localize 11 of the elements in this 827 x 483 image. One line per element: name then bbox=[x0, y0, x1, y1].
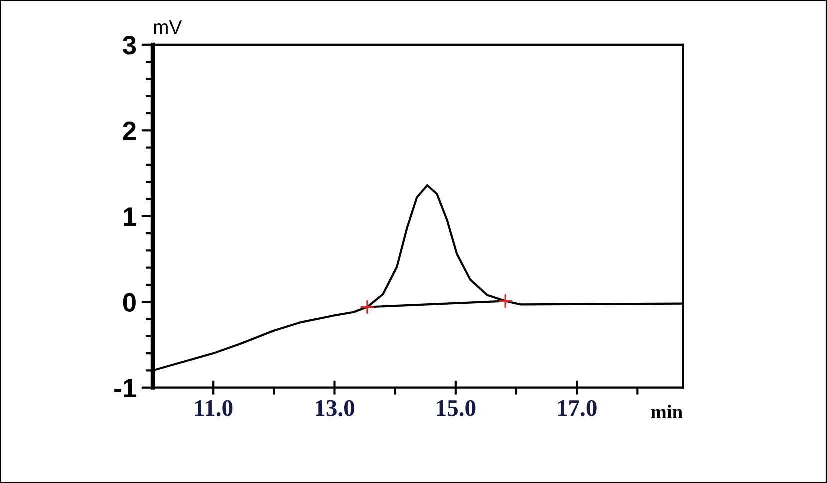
x-tick-label: 13.0 bbox=[316, 400, 355, 416]
y-tick-label: 1 bbox=[124, 208, 136, 226]
x-tick-label: 11.0 bbox=[195, 400, 233, 416]
y-tick-label: 0 bbox=[123, 293, 136, 312]
y-tick-label: 3 bbox=[122, 36, 136, 55]
x-tick-label: 17.0 bbox=[558, 400, 597, 416]
y-tick-label: -1 bbox=[114, 379, 136, 398]
y-tick-label: 2 bbox=[123, 122, 136, 140]
x-tick-label: 15.0 bbox=[437, 400, 476, 416]
y-axis-title: mV bbox=[154, 20, 182, 34]
x-axis-title: min bbox=[651, 404, 683, 418]
